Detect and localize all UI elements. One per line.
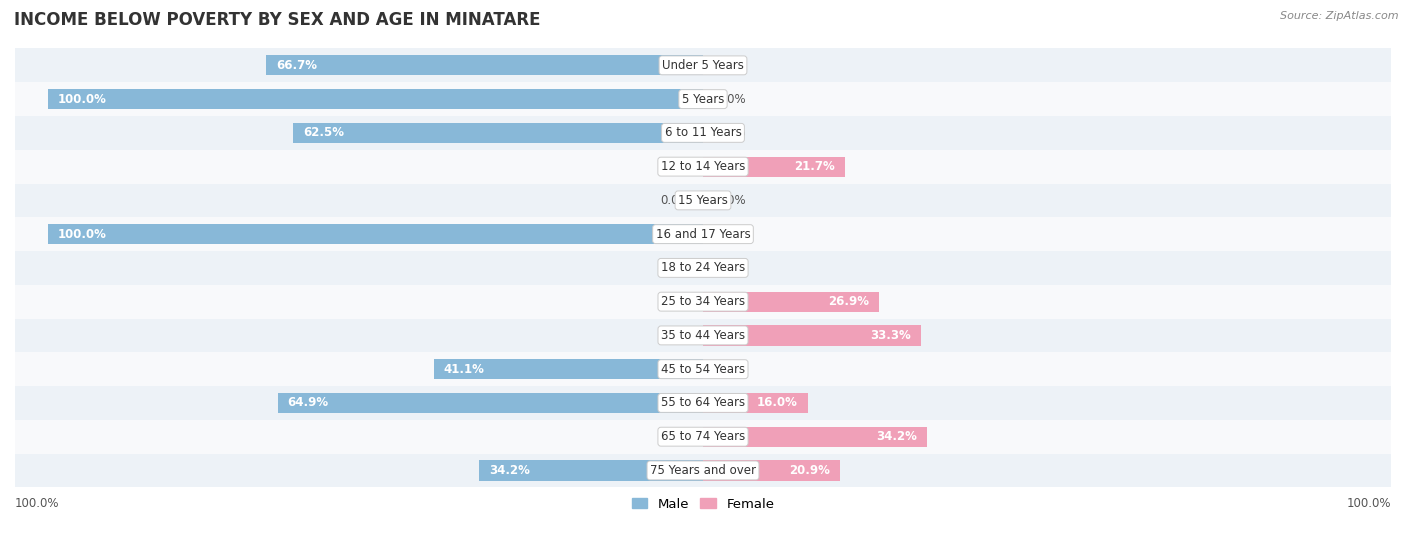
Text: 66.7%: 66.7% xyxy=(276,59,316,72)
Bar xyxy=(15,352,1391,386)
Text: 100.0%: 100.0% xyxy=(1347,497,1391,511)
Bar xyxy=(433,359,703,379)
Bar xyxy=(266,55,703,75)
Text: 18 to 24 Years: 18 to 24 Years xyxy=(661,261,745,275)
Text: 0.0%: 0.0% xyxy=(661,430,690,443)
Text: 100.0%: 100.0% xyxy=(15,497,59,511)
Bar xyxy=(48,224,703,244)
Text: 0.0%: 0.0% xyxy=(716,59,745,72)
Text: 0.0%: 0.0% xyxy=(716,363,745,376)
Text: 6 to 11 Years: 6 to 11 Years xyxy=(665,126,741,140)
Text: 5 Years: 5 Years xyxy=(682,93,724,105)
Bar xyxy=(479,460,703,480)
Bar xyxy=(48,89,703,109)
Text: 20.9%: 20.9% xyxy=(789,464,830,477)
Bar xyxy=(15,285,1391,319)
Text: 15 Years: 15 Years xyxy=(678,194,728,207)
Bar xyxy=(15,116,1391,150)
Text: 25 to 34 Years: 25 to 34 Years xyxy=(661,295,745,308)
Text: 62.5%: 62.5% xyxy=(304,126,344,140)
Text: Under 5 Years: Under 5 Years xyxy=(662,59,744,72)
Text: 41.1%: 41.1% xyxy=(443,363,485,376)
Text: 0.0%: 0.0% xyxy=(716,261,745,275)
Text: 34.2%: 34.2% xyxy=(876,430,917,443)
Bar xyxy=(15,217,1391,251)
Text: 0.0%: 0.0% xyxy=(716,194,745,207)
Bar xyxy=(294,123,703,143)
Bar xyxy=(15,150,1391,184)
Bar xyxy=(15,386,1391,420)
Bar xyxy=(703,426,927,447)
Text: INCOME BELOW POVERTY BY SEX AND AGE IN MINATARE: INCOME BELOW POVERTY BY SEX AND AGE IN M… xyxy=(14,11,540,29)
Text: 0.0%: 0.0% xyxy=(716,93,745,105)
Text: 12 to 14 Years: 12 to 14 Years xyxy=(661,160,745,173)
Text: 0.0%: 0.0% xyxy=(661,194,690,207)
Legend: Male, Female: Male, Female xyxy=(626,492,780,516)
Bar xyxy=(703,325,921,345)
Text: 0.0%: 0.0% xyxy=(661,261,690,275)
Bar xyxy=(15,251,1391,285)
Bar xyxy=(15,454,1391,487)
Bar xyxy=(15,49,1391,82)
Bar xyxy=(703,393,808,413)
Text: 65 to 74 Years: 65 to 74 Years xyxy=(661,430,745,443)
Text: 45 to 54 Years: 45 to 54 Years xyxy=(661,363,745,376)
Text: 0.0%: 0.0% xyxy=(716,126,745,140)
Text: 0.0%: 0.0% xyxy=(661,160,690,173)
Text: 16.0%: 16.0% xyxy=(758,396,799,410)
Text: 35 to 44 Years: 35 to 44 Years xyxy=(661,329,745,342)
Bar xyxy=(703,460,839,480)
Text: 0.0%: 0.0% xyxy=(661,295,690,308)
Text: 100.0%: 100.0% xyxy=(58,228,107,240)
Text: 34.2%: 34.2% xyxy=(489,464,530,477)
Text: 100.0%: 100.0% xyxy=(58,93,107,105)
Text: 75 Years and over: 75 Years and over xyxy=(650,464,756,477)
Bar xyxy=(278,393,703,413)
Bar xyxy=(15,184,1391,217)
Text: 33.3%: 33.3% xyxy=(870,329,911,342)
Bar xyxy=(15,420,1391,454)
Text: 21.7%: 21.7% xyxy=(794,160,835,173)
Text: 0.0%: 0.0% xyxy=(716,228,745,240)
Text: Source: ZipAtlas.com: Source: ZipAtlas.com xyxy=(1281,11,1399,21)
Text: 55 to 64 Years: 55 to 64 Years xyxy=(661,396,745,410)
Bar xyxy=(703,156,845,177)
Bar xyxy=(15,319,1391,352)
Text: 26.9%: 26.9% xyxy=(828,295,869,308)
Text: 16 and 17 Years: 16 and 17 Years xyxy=(655,228,751,240)
Bar xyxy=(15,82,1391,116)
Text: 0.0%: 0.0% xyxy=(661,329,690,342)
Bar xyxy=(703,291,879,312)
Text: 64.9%: 64.9% xyxy=(288,396,329,410)
